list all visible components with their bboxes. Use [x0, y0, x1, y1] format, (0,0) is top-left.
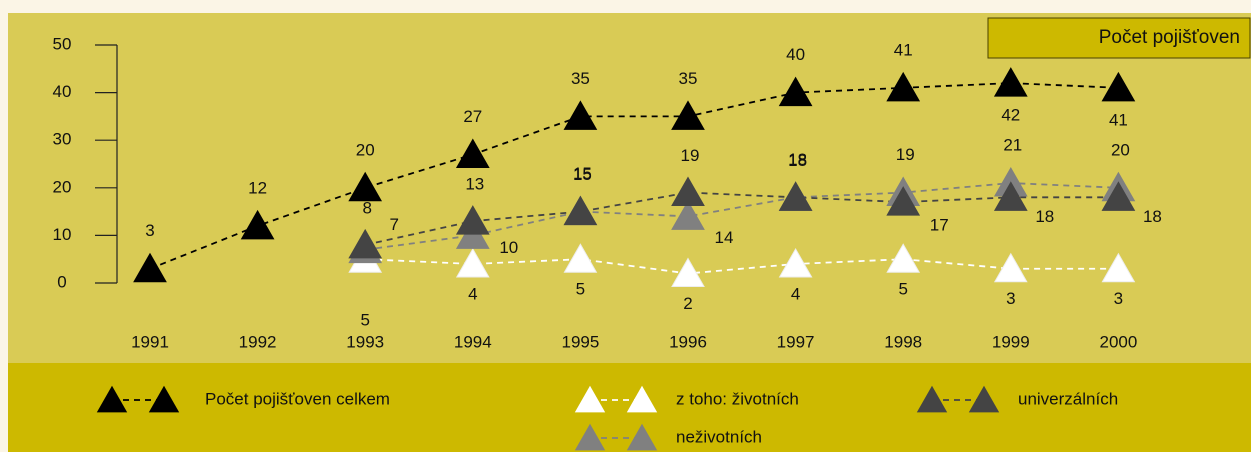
x-tick-label: 1996 [669, 332, 707, 351]
legend-marker [96, 385, 128, 413]
marker [886, 243, 921, 273]
data-label: 2 [683, 294, 692, 313]
data-label: 19 [896, 145, 915, 164]
marker [993, 252, 1028, 283]
data-label: 4 [791, 284, 800, 303]
marker [455, 205, 490, 235]
legend-marker [574, 423, 606, 451]
data-label: 10 [499, 238, 518, 257]
marker [348, 228, 383, 259]
x-tick-label: 1999 [992, 332, 1030, 351]
marker [671, 100, 705, 130]
data-label: 40 [786, 45, 805, 64]
marker [993, 67, 1028, 97]
legend-label: Počet pojišťoven celkem [205, 389, 390, 408]
data-label: 21 [1003, 136, 1022, 155]
data-label: 20 [356, 140, 375, 159]
data-label: 18 [1035, 207, 1054, 226]
data-label: 19 [681, 146, 700, 165]
data-label: 12 [248, 178, 267, 197]
x-tick-label: 1998 [884, 332, 922, 351]
data-label: 18 [788, 151, 807, 170]
data-label: 18 [1143, 207, 1162, 226]
title-box [987, 17, 1251, 59]
data-label: 20 [1111, 140, 1130, 159]
data-label: 15 [573, 164, 592, 183]
legend-label: neživotních [676, 427, 762, 446]
data-label: 4 [468, 284, 477, 303]
marker [563, 195, 598, 226]
x-tick-label: 1992 [239, 332, 277, 351]
data-label: 18 [788, 150, 807, 169]
marker [886, 71, 921, 102]
data-label: 17 [930, 216, 949, 235]
series-line [149, 82, 1119, 270]
data-label: 42 [1001, 106, 1020, 125]
x-tick-label: 2000 [1099, 332, 1137, 351]
series-line [365, 191, 1119, 246]
legend-marker [626, 423, 658, 451]
data-label: 5 [360, 311, 369, 330]
data-label: 13 [465, 175, 484, 194]
data-label: 5 [576, 280, 585, 299]
plot-background [8, 13, 1251, 363]
legend-marker [968, 385, 1000, 413]
marker [563, 100, 598, 130]
marker [1101, 181, 1136, 211]
data-label: 41 [894, 40, 913, 59]
data-label: 3 [1114, 289, 1123, 308]
marker [240, 209, 275, 240]
marker [348, 171, 383, 202]
data-label: 3 [145, 221, 154, 240]
legend-label: z toho: životních [676, 389, 799, 408]
legend-marker [916, 385, 948, 413]
marker [671, 200, 705, 230]
chart-title: Počet pojišťoven [1099, 27, 1240, 48]
marker [778, 76, 813, 107]
y-tick-label: 0 [57, 272, 66, 291]
x-tick-label: 1993 [346, 332, 384, 351]
y-tick-label: 10 [53, 225, 72, 244]
marker [993, 181, 1028, 211]
series-line [365, 258, 1119, 275]
legend-marker [626, 385, 658, 413]
y-tick-label: 50 [53, 34, 72, 53]
marker [671, 176, 705, 207]
data-label: 35 [571, 69, 590, 88]
y-tick-label: 30 [53, 130, 72, 149]
marker [671, 257, 705, 287]
x-tick-label: 1994 [454, 332, 492, 351]
data-label: 35 [679, 69, 698, 88]
data-label: 8 [362, 198, 371, 217]
data-label: 41 [1109, 110, 1128, 129]
y-tick-label: 20 [53, 177, 72, 196]
data-label: 7 [389, 215, 398, 234]
data-label: 15 [573, 165, 592, 184]
data-label: 27 [463, 107, 482, 126]
data-label: 5 [898, 280, 907, 299]
legend-marker [148, 385, 180, 413]
legend-background [8, 363, 1251, 452]
x-tick-label: 1991 [131, 332, 169, 351]
data-label: 14 [715, 228, 734, 247]
x-tick-label: 1997 [777, 332, 815, 351]
marker [1101, 252, 1136, 283]
marker [778, 181, 813, 211]
legend-marker [574, 385, 606, 413]
marker [778, 247, 813, 278]
marker [1101, 71, 1136, 102]
legend-label: univerzálních [1018, 389, 1118, 408]
series-line [365, 182, 1119, 251]
x-tick-label: 1995 [561, 332, 599, 351]
marker [563, 243, 598, 273]
data-label: 3 [1006, 289, 1015, 308]
marker [455, 138, 490, 168]
marker [886, 186, 921, 216]
y-tick-label: 40 [53, 82, 72, 101]
marker [455, 247, 490, 278]
marker [133, 252, 167, 283]
